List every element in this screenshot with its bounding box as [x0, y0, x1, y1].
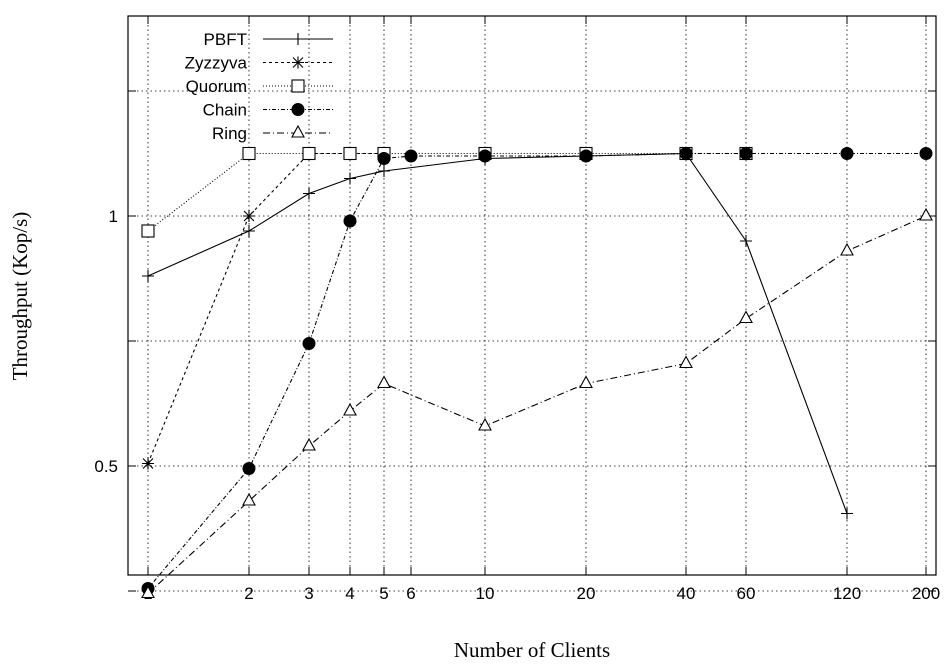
- y-tick-label: 0.5: [94, 457, 118, 476]
- data-point-quorum: [302, 146, 316, 161]
- x-tick-label: 5: [379, 584, 388, 603]
- data-point-chain: [343, 214, 357, 228]
- data-point-ring: [579, 375, 593, 389]
- data-point-pbft: [740, 235, 752, 247]
- data-point-ring: [302, 437, 316, 451]
- data-point-chain: [302, 337, 316, 350]
- y-tick-label: 1: [109, 207, 118, 226]
- data-point-chain: [478, 149, 492, 163]
- data-point-chain: [739, 147, 753, 160]
- data-point-ring: [242, 492, 256, 506]
- series-line-pbft: [147, 152, 848, 514]
- legend-item-zyzzyva: Zyzzyva: [185, 54, 333, 73]
- legend-marker-ring: [291, 124, 305, 138]
- data-point-ring: [141, 585, 155, 599]
- legend-label-chain: Chain: [203, 101, 247, 120]
- data-point-quorum: [242, 146, 256, 161]
- x-tick-label: 20: [577, 584, 596, 603]
- series-chain: [141, 147, 933, 595]
- data-point-chain: [377, 152, 391, 165]
- data-point-ring: [679, 355, 693, 369]
- x-tick-label: 10: [476, 584, 495, 603]
- data-point-ring: [919, 207, 933, 221]
- data-point-chain: [242, 462, 256, 475]
- legend-label-zyzzyva: Zyzzyva: [185, 54, 248, 73]
- data-point-pbft: [344, 172, 356, 185]
- legend: PBFT Zyzzyva Quorum Chain Ring: [185, 30, 333, 143]
- data-point-pbft: [243, 225, 255, 237]
- x-tick-label: 6: [406, 584, 415, 603]
- series-line-zyzzyva: [147, 152, 384, 464]
- data-point-chain: [840, 147, 854, 160]
- legend-label-quorum: Quorum: [186, 77, 247, 96]
- data-point-ring: [377, 375, 391, 389]
- legend-marker-chain: [291, 103, 305, 116]
- grid-layer: [128, 16, 936, 592]
- legend-marker-quorum: [291, 79, 305, 93]
- x-tick-label: 200: [912, 584, 940, 603]
- data-point-pbft: [303, 187, 315, 200]
- data-point-pbft: [378, 165, 390, 177]
- x-axis-title: Number of Clients: [454, 638, 610, 662]
- data-point-chain: [579, 149, 593, 163]
- series-line-chain: [147, 152, 926, 589]
- data-point-chain: [679, 147, 693, 160]
- legend-label-pbft: PBFT: [204, 30, 247, 49]
- legend-label-ring: Ring: [212, 124, 247, 143]
- x-tick-label: 4: [345, 584, 354, 603]
- data-point-ring: [840, 242, 854, 256]
- series-line-ring: [147, 215, 927, 594]
- legend-item-quorum: Quorum: [186, 77, 333, 96]
- y-axis-title: Throughput (Kop/s): [8, 212, 32, 381]
- data-point-chain: [919, 147, 933, 160]
- data-point-ring: [343, 402, 357, 416]
- x-tick-label: 2: [244, 584, 253, 603]
- legend-item-ring: Ring: [212, 124, 333, 143]
- data-point-quorum: [343, 146, 357, 161]
- x-tick-label: 40: [677, 584, 696, 603]
- series-layer: [141, 146, 933, 599]
- legend-marker-pbft: [292, 33, 304, 45]
- series-quorum: [141, 146, 753, 238]
- data-point-zyzzyva: [243, 210, 255, 222]
- series-zyzzyva: [142, 147, 390, 470]
- legend-item-pbft: PBFT: [204, 30, 333, 49]
- data-point-pbft: [142, 270, 154, 282]
- plot-frame: [127, 15, 937, 576]
- legend-item-chain: Chain: [203, 101, 333, 120]
- series-line-quorum: [147, 152, 746, 232]
- series-ring: [141, 207, 933, 599]
- data-point-quorum: [141, 224, 155, 238]
- data-point-ring: [739, 310, 753, 324]
- x-tick-label: 120: [833, 584, 861, 603]
- legend-marker-zyzzyva: [292, 56, 304, 69]
- data-point-pbft: [841, 507, 853, 520]
- x-tick-label: 3: [304, 584, 313, 603]
- x-tick-label: 60: [737, 584, 756, 603]
- data-point-zyzzyva: [142, 457, 154, 470]
- data-point-ring: [478, 417, 492, 431]
- data-point-chain: [404, 149, 418, 163]
